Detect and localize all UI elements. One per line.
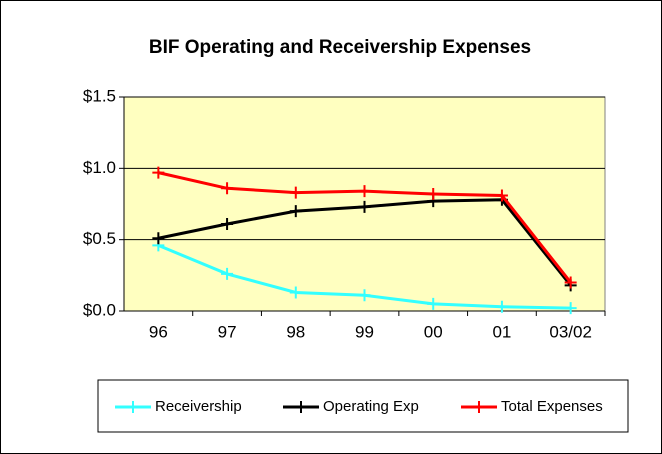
point-marker — [152, 232, 165, 245]
point-marker — [152, 166, 165, 179]
point-marker — [495, 189, 508, 202]
legend-label: Operating Exp — [323, 398, 419, 415]
point-marker — [495, 300, 508, 313]
x-tick-label: 01 — [492, 322, 511, 341]
point-marker — [564, 302, 577, 315]
x-tick-label: 96 — [149, 322, 168, 341]
legend-label: Receivership — [155, 398, 242, 415]
chart-title: BIF Operating and Receivership Expenses — [149, 37, 531, 58]
x-tick-label: 99 — [355, 322, 374, 341]
point-marker — [221, 182, 234, 195]
y-tick-label: $1.5 — [83, 86, 116, 105]
point-marker — [358, 185, 371, 198]
x-tick-label: 97 — [218, 322, 237, 341]
point-marker — [358, 200, 371, 213]
legend-marker — [295, 401, 307, 413]
point-marker — [221, 217, 234, 230]
point-marker — [221, 267, 234, 280]
legend-label: Total Expenses — [501, 398, 603, 415]
point-marker — [289, 286, 302, 299]
point-marker — [564, 276, 577, 289]
point-marker — [358, 289, 371, 302]
x-tick-label: 00 — [424, 322, 443, 341]
legend-marker — [473, 401, 485, 413]
legend-box — [97, 379, 629, 433]
y-tick-label: $0.0 — [83, 300, 116, 319]
point-marker — [289, 205, 302, 218]
legend-marker — [127, 401, 139, 413]
y-tick-label: $0.5 — [83, 229, 116, 248]
point-marker — [427, 297, 440, 310]
y-tick-label: $1.0 — [83, 158, 116, 177]
point-marker — [427, 188, 440, 201]
x-tick-label: 03/02 — [549, 322, 592, 341]
point-marker — [289, 186, 302, 199]
x-tick-label: 98 — [286, 322, 305, 341]
